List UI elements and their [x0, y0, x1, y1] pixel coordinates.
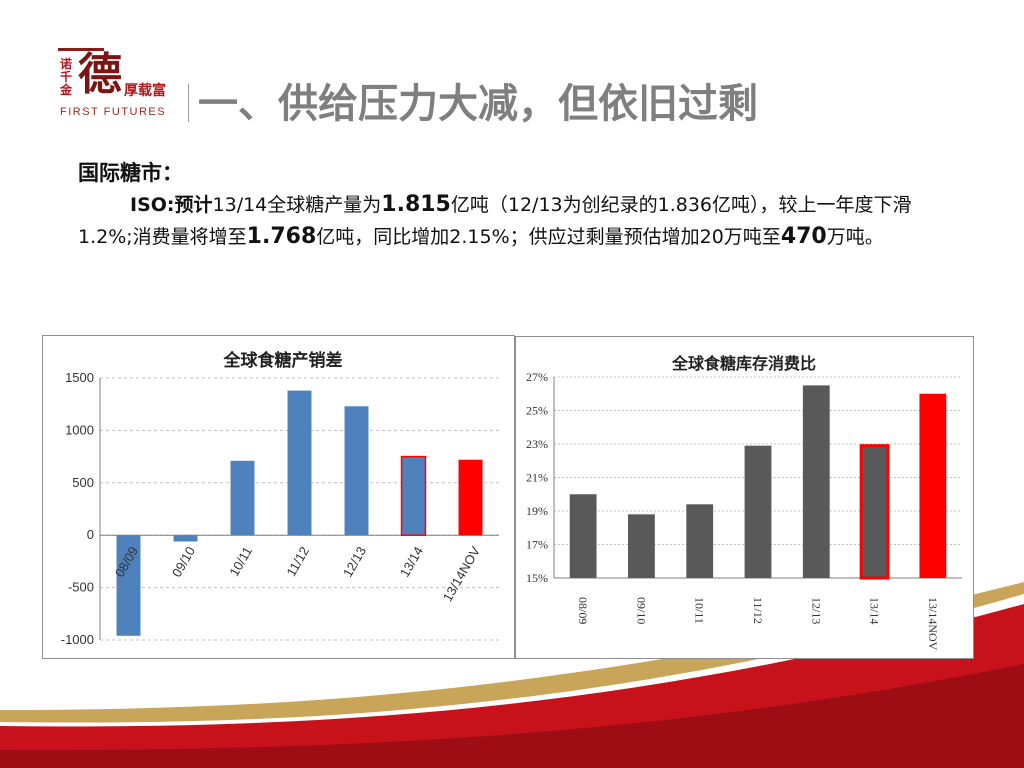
wave-gold-band: [0, 582, 1024, 723]
y-tick-label: -1000: [61, 632, 94, 647]
x-tick-label: 09/10: [634, 597, 648, 624]
y-tick-label: -500: [68, 580, 94, 595]
chart2-svg: 全球食糖库存消费比 15% 17% 19% 21% 23% 25% 27% 08/09 09/10…: [526, 354, 962, 651]
wave-dark-band: [0, 664, 1024, 768]
bar-13-14: [400, 455, 427, 536]
y-tick-label: 25%: [526, 404, 548, 418]
x-tick-label: 12/13: [809, 597, 823, 624]
x-tick-label: 09/10: [169, 544, 198, 580]
x-tick-label: 12/13: [340, 544, 369, 580]
y-tick-label: 15%: [526, 571, 548, 585]
bar-11-12: [287, 390, 312, 536]
x-tick-label: 13/14NOV: [926, 597, 940, 651]
chart-title: 全球食糖库存消费比: [671, 354, 816, 373]
body-text: 国际糖市： ISO:预计13/14全球糖产量为1.815亿吨（12/13为创纪录…: [78, 158, 948, 253]
y-tick-label: 1500: [65, 370, 94, 385]
bar-10-11: [686, 504, 714, 578]
y-tick-label: 1000: [65, 422, 94, 437]
chart-stock-consumption-ratio: 全球食糖库存消费比 15% 17% 19% 21% 23% 25% 27% 08/09 09/10…: [515, 336, 974, 659]
logo-big-char: 德: [78, 49, 122, 100]
bar-10-11: [230, 460, 255, 536]
x-tick-label: 11/12: [751, 597, 765, 624]
x-tick-label: 10/11: [226, 544, 255, 579]
paragraph: ISO:预计13/14全球糖产量为1.815亿吨（12/13为创纪录的1.836…: [78, 189, 948, 253]
bar-08-09: [569, 494, 597, 578]
x-tick-label: 13/14: [397, 544, 426, 580]
bar-09-10: [628, 514, 655, 578]
chart-title: 全球食糖产销差: [223, 350, 343, 371]
x-tick-label: 11/12: [283, 544, 312, 579]
section-heading: 国际糖市：: [78, 161, 183, 185]
y-tick-label: 17%: [526, 538, 548, 552]
chart-production-consumption-gap: 全球食糖产销差 -1000 -500 0 500 1000 1500 08/09 09/10 10…: [42, 335, 515, 659]
bar-13-14: [859, 444, 890, 580]
logo-separator: [188, 84, 189, 122]
y-tick-label: 23%: [526, 437, 548, 451]
x-tick-label: 13/14: [868, 597, 882, 624]
paragraph-part: 13/14全球糖产量为: [212, 194, 382, 216]
company-logo: 诺 千 金 德 厚载富 FIRST FUTURES: [58, 44, 180, 124]
paragraph-part: 万吨。: [826, 226, 884, 248]
paragraph-number: 1.768: [246, 224, 317, 249]
y-tick-label: 27%: [526, 370, 548, 384]
logo-tagline: 厚载富: [124, 83, 166, 99]
bar-12-13: [344, 406, 369, 536]
bar-12-13: [802, 385, 830, 578]
paragraph-part: 亿吨（12/13为创纪录的1.836亿吨），较上一年度下滑1.2%;消费量将增至: [78, 194, 912, 248]
x-tick-label: 08/09: [576, 597, 590, 624]
logo-bar: [58, 48, 104, 51]
y-tick-label: 19%: [526, 504, 548, 518]
bar-08-09: [116, 535, 141, 636]
slide-title: 一、供给压力大减，但依旧过剩: [198, 81, 758, 127]
x-tick-label: 10/11: [693, 597, 707, 624]
paragraph-number: 1.815: [381, 192, 451, 217]
y-tick-label: 500: [72, 475, 94, 490]
y-tick-label: 0: [87, 527, 94, 542]
paragraph-number: 470: [780, 224, 827, 249]
bar-13-14nov: [458, 459, 483, 536]
logo-english: FIRST FUTURES: [60, 106, 167, 118]
bar-09-10: [173, 535, 198, 542]
bar-13-14nov: [919, 393, 947, 578]
paragraph-lead: ISO:预计: [130, 194, 213, 216]
bar-11-12: [744, 445, 772, 578]
y-tick-label: 21%: [526, 471, 548, 485]
x-tick-label: 13/14NOV: [440, 544, 484, 604]
bottom-wave-decoration: [0, 582, 1024, 768]
logo-side-chars: 诺 千 金: [60, 57, 73, 97]
paragraph-part: 亿吨，同比增加2.15%；供应过剩量预估增加20万吨至: [316, 226, 781, 248]
